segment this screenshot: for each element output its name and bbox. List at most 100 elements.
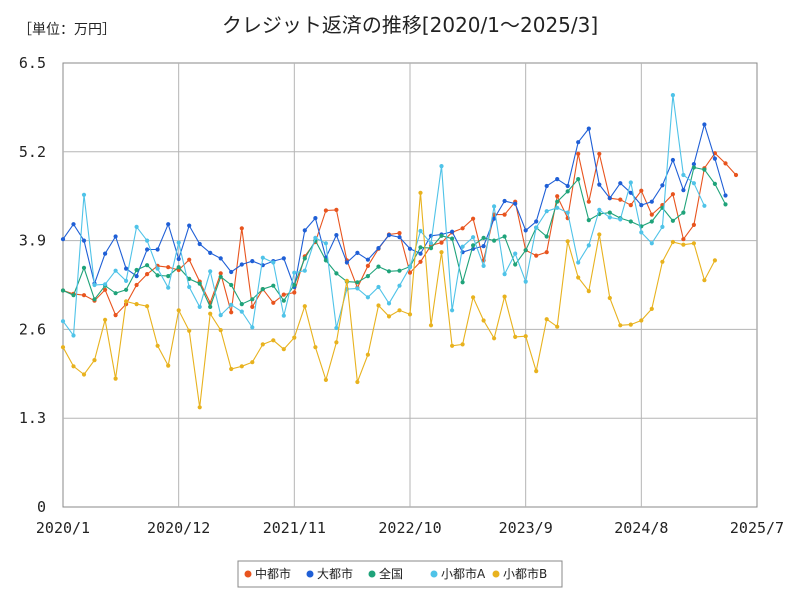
- data-point: [355, 250, 360, 255]
- series-全国: [60, 165, 728, 309]
- data-point: [723, 193, 728, 198]
- data-point: [313, 216, 318, 221]
- data-point: [576, 151, 581, 156]
- data-point: [597, 151, 602, 156]
- data-point: [355, 286, 360, 291]
- data-point: [323, 208, 328, 213]
- data-point: [124, 278, 129, 283]
- data-point: [712, 156, 718, 161]
- data-point: [618, 217, 623, 222]
- x-tick-label: 2020/1: [36, 519, 90, 537]
- data-point: [271, 300, 276, 305]
- data-point: [534, 369, 539, 374]
- data-point: [628, 190, 633, 195]
- data-point: [460, 244, 465, 249]
- data-point: [597, 207, 602, 212]
- data-point: [81, 192, 87, 197]
- data-point: [544, 250, 549, 255]
- data-point: [334, 207, 339, 212]
- y-tick-label: 5.2: [19, 143, 46, 161]
- data-point: [334, 233, 339, 238]
- series-小都市A: [60, 93, 707, 338]
- data-point: [365, 274, 370, 279]
- data-point: [618, 323, 623, 328]
- data-point: [229, 310, 234, 315]
- data-point: [523, 248, 528, 253]
- data-point: [103, 251, 108, 256]
- data-point: [649, 212, 654, 217]
- data-point: [229, 302, 234, 307]
- data-point: [134, 224, 139, 229]
- data-point: [81, 293, 87, 298]
- data-point: [586, 243, 591, 248]
- data-point: [691, 222, 697, 227]
- data-point: [397, 308, 402, 313]
- x-tick-label: 2023/9: [499, 519, 553, 537]
- data-point: [113, 376, 118, 381]
- data-point: [555, 177, 560, 182]
- data-point: [176, 265, 181, 270]
- data-point: [208, 304, 213, 309]
- data-point: [691, 162, 697, 167]
- data-point: [723, 161, 728, 166]
- data-point: [60, 288, 66, 293]
- data-point: [628, 322, 633, 327]
- data-point: [218, 271, 223, 276]
- data-point: [481, 318, 486, 323]
- data-point: [428, 323, 434, 328]
- data-point: [460, 226, 465, 231]
- data-point: [397, 235, 402, 240]
- data-point: [218, 328, 223, 333]
- chart-title: クレジット返済の推移[2020/1～2025/3]: [222, 13, 598, 37]
- series-line: [62, 166, 726, 309]
- data-point: [145, 247, 150, 252]
- data-point: [471, 235, 476, 240]
- data-point: [450, 343, 455, 348]
- data-point: [155, 343, 160, 348]
- data-point: [313, 235, 318, 240]
- data-point: [71, 333, 76, 338]
- data-point: [660, 259, 665, 264]
- data-point: [628, 180, 633, 185]
- legend-marker: [244, 570, 252, 578]
- data-point: [281, 256, 286, 261]
- data-point: [365, 263, 370, 268]
- data-point: [81, 238, 87, 243]
- legend-label: 中都市: [255, 566, 291, 581]
- data-point: [281, 292, 286, 297]
- data-point: [492, 204, 497, 209]
- data-point: [565, 189, 570, 194]
- data-point: [513, 334, 518, 339]
- data-point: [639, 188, 644, 193]
- data-point: [166, 222, 171, 227]
- data-point: [376, 264, 381, 269]
- legend-marker: [306, 570, 314, 578]
- data-point: [71, 364, 76, 369]
- data-point: [208, 250, 213, 255]
- data-point: [166, 274, 171, 279]
- data-point: [555, 324, 560, 329]
- data-point: [260, 342, 265, 347]
- data-point: [218, 274, 223, 279]
- series-大都市: [60, 122, 728, 290]
- data-point: [439, 250, 444, 255]
- data-point: [618, 197, 623, 202]
- data-point: [691, 165, 697, 170]
- data-point: [597, 232, 602, 237]
- data-point: [124, 287, 129, 292]
- data-point: [492, 216, 497, 221]
- data-point: [145, 263, 150, 268]
- legend-item: 中都市: [244, 566, 291, 581]
- data-point: [492, 238, 497, 243]
- data-point: [197, 241, 202, 247]
- data-point: [576, 275, 581, 280]
- data-point: [113, 234, 118, 239]
- data-point: [597, 182, 602, 187]
- y-tick-label: 3.9: [19, 232, 46, 250]
- data-point: [197, 304, 202, 309]
- data-point: [407, 270, 413, 275]
- data-point: [355, 379, 360, 385]
- data-point: [386, 314, 392, 319]
- data-point: [418, 245, 423, 250]
- data-point: [544, 183, 549, 189]
